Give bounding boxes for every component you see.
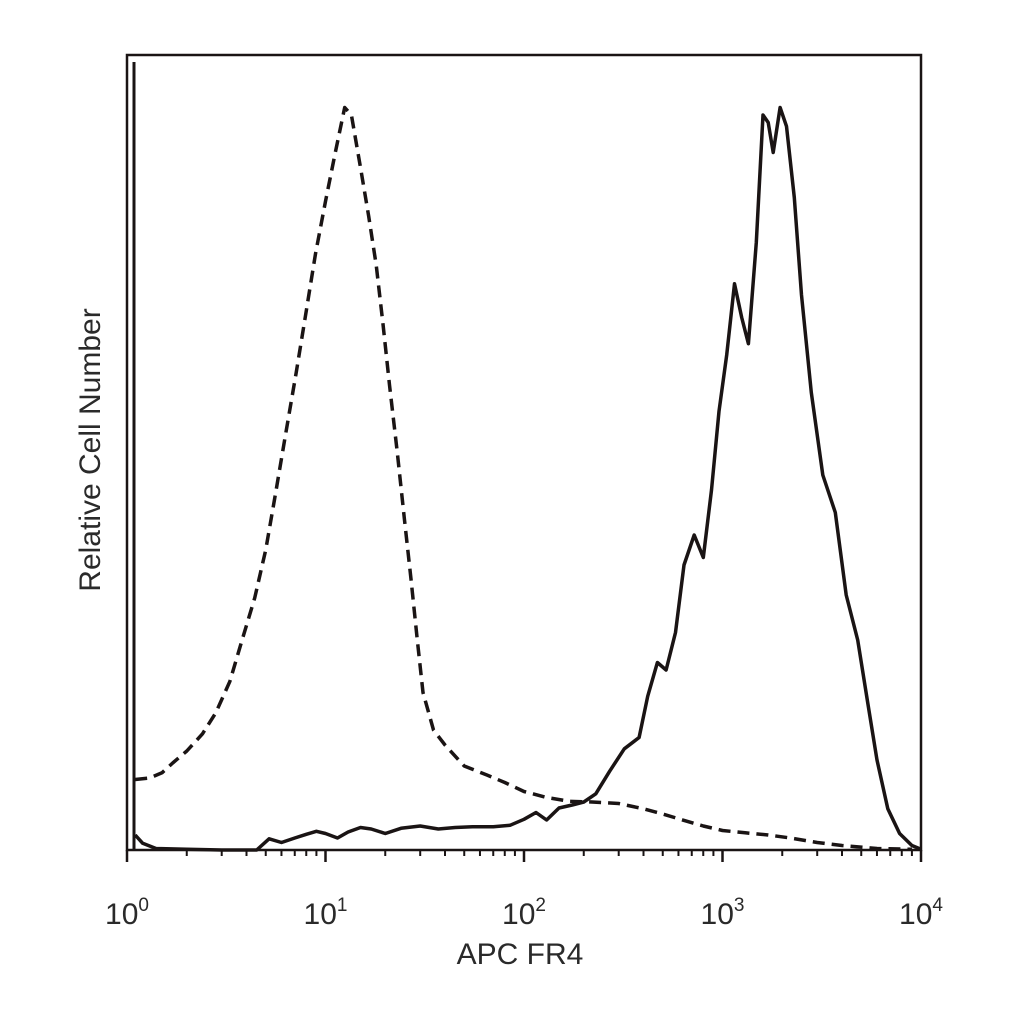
- series-solid-line: [133, 105, 922, 852]
- y-axis-label: Relative Cell Number: [74, 308, 107, 591]
- x-tick-label: 102: [502, 895, 546, 931]
- x-tick-label: 100: [105, 895, 149, 931]
- x-axis-ticks: 100 101 102 103 104: [105, 850, 943, 931]
- plot-frame: [125, 53, 923, 852]
- x-tick-label: 103: [701, 895, 745, 931]
- x-tick-label: 104: [899, 895, 943, 931]
- series-layer: [133, 105, 922, 852]
- x-tick-label: 101: [304, 895, 348, 931]
- x-axis-label: APC FR4: [457, 938, 584, 971]
